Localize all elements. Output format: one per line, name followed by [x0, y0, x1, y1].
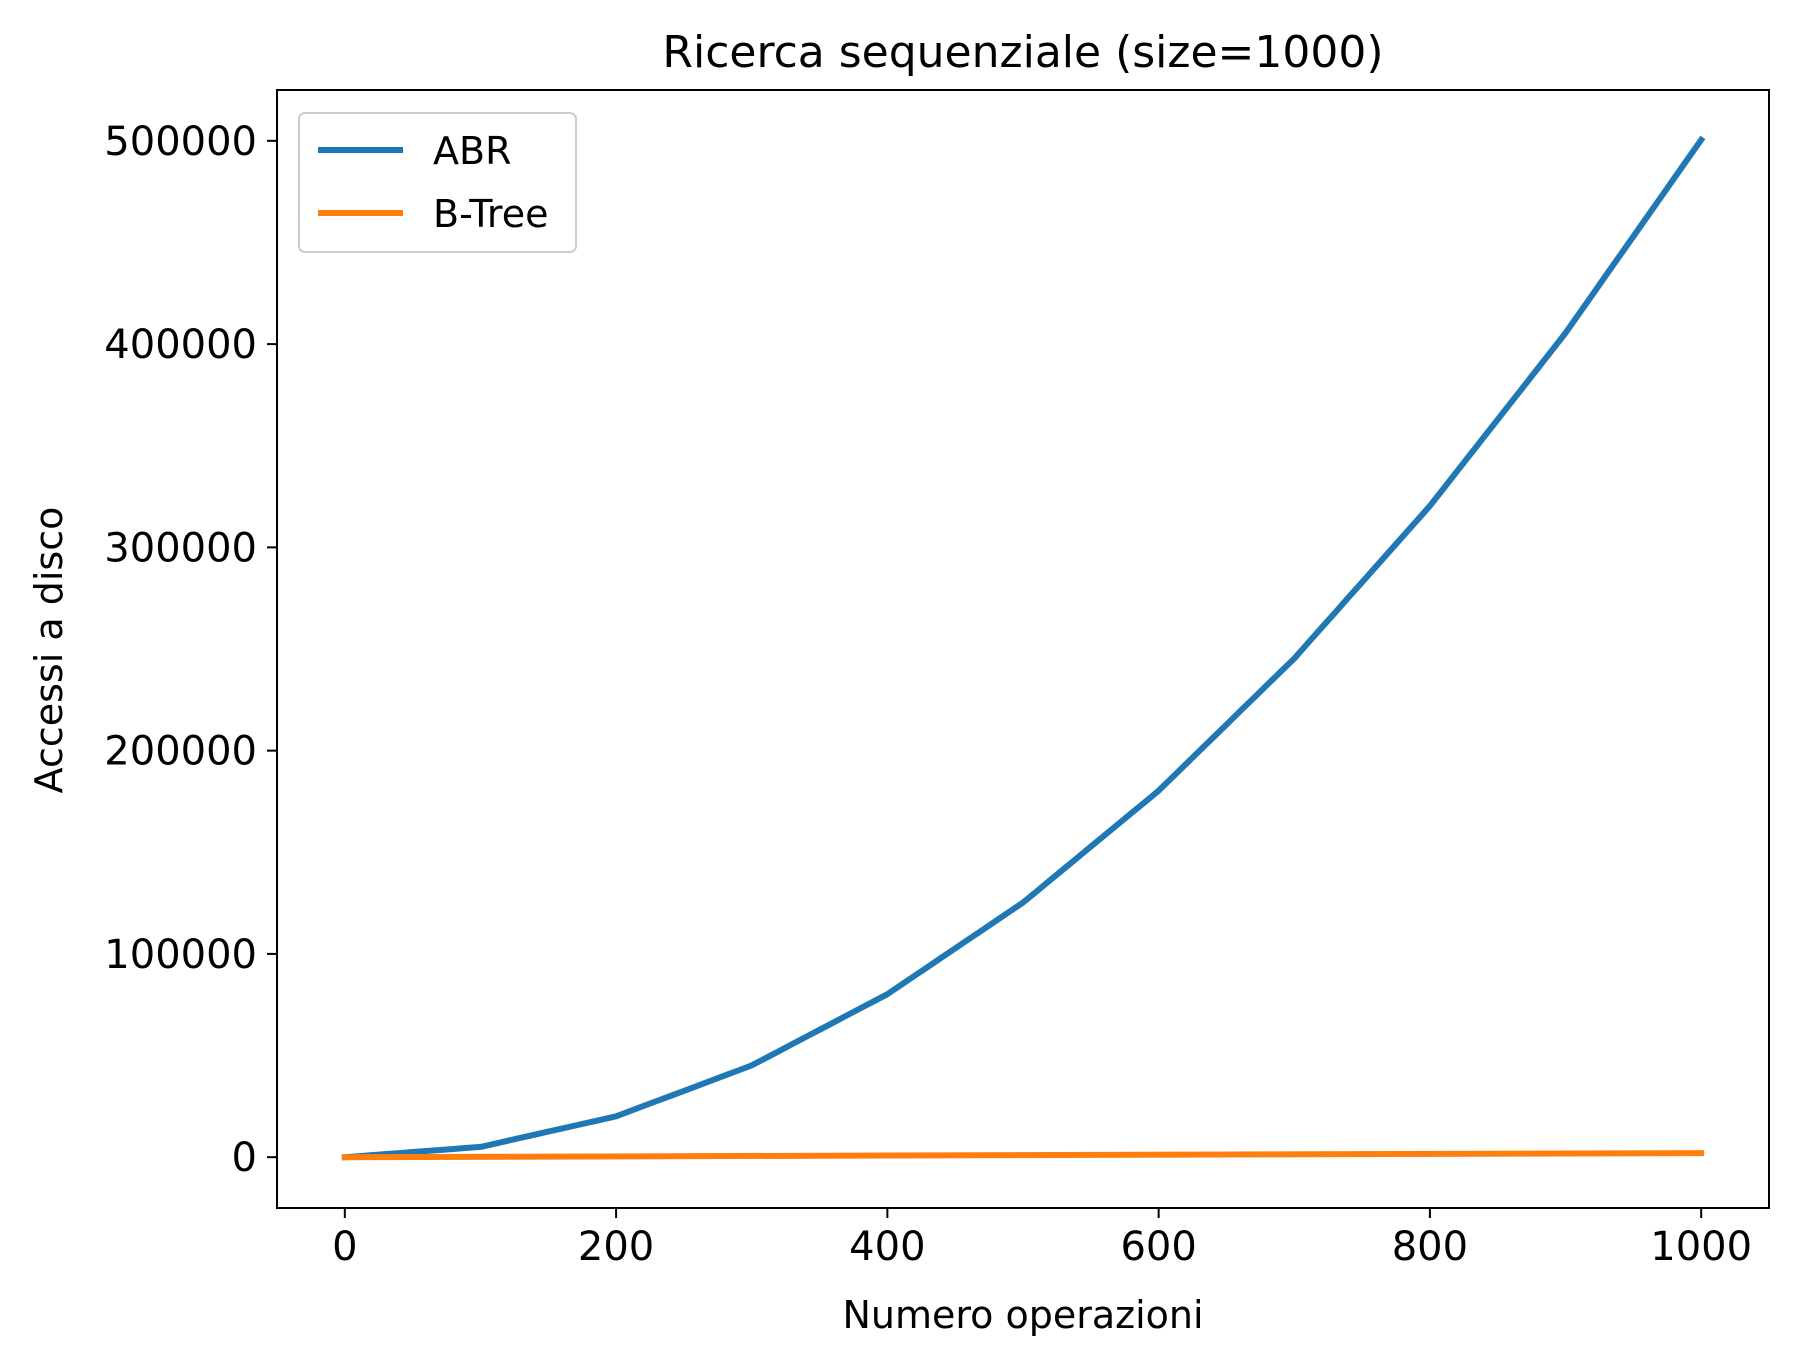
series-line-abr: [341, 135, 1706, 1161]
x-tick-label: 0: [332, 1224, 357, 1270]
legend-label-btree: B-Tree: [433, 192, 548, 236]
y-tick-label: 0: [232, 1135, 257, 1181]
y-tick-label: 500000: [104, 119, 257, 165]
x-tick-label: 800: [1392, 1224, 1468, 1270]
x-tick-label: 600: [1120, 1224, 1196, 1270]
plot-area: [276, 89, 1770, 1209]
x-tick-label: 200: [578, 1224, 654, 1270]
y-tick-label: 300000: [104, 525, 257, 571]
series-line-b-tree: [341, 1150, 1705, 1161]
x-axis-label: Numero operazioni: [842, 1293, 1203, 1337]
plot-frame: [276, 89, 1770, 1209]
series-layer: [341, 135, 1706, 1161]
legend-label-abr: ABR: [433, 129, 511, 173]
x-tick-label: 400: [849, 1224, 925, 1270]
y-tick-label: 100000: [104, 932, 257, 978]
x-axis: 0 200 400 600 800 1000: [332, 1208, 1752, 1270]
y-tick-label: 400000: [104, 322, 257, 368]
y-tick-label: 200000: [104, 729, 257, 775]
x-tick-label: 1000: [1650, 1224, 1752, 1270]
y-axis: 0 100000 200000 300000 400000 500000: [104, 119, 277, 1181]
y-axis-label: Accessi a disco: [27, 507, 71, 794]
legend: ABR B-Tree: [298, 112, 577, 253]
chart-title: Ricerca sequenziale (size=1000): [662, 27, 1383, 78]
